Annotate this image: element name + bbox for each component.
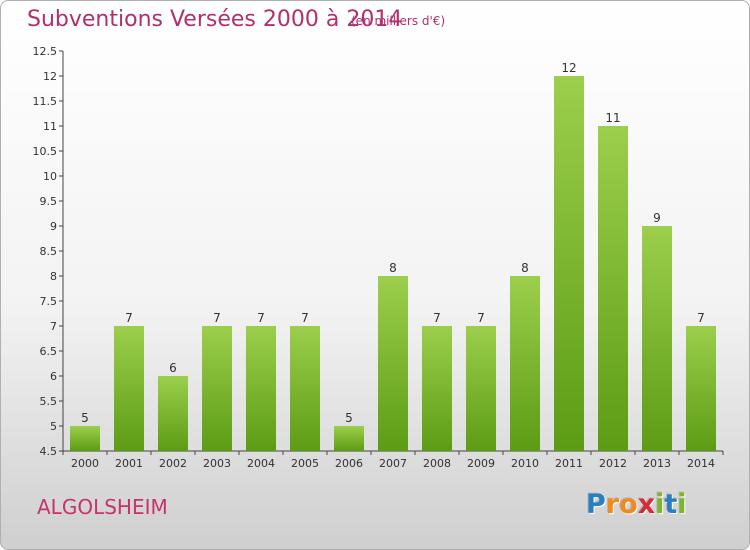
bar — [334, 426, 364, 451]
data-label: 8 — [389, 261, 397, 275]
y-tick-label: 9.5 — [40, 195, 58, 208]
data-label: 7 — [697, 311, 705, 325]
commune-name: ALGOLSHEIM — [37, 495, 168, 519]
chart-subtitle: (en milliers d'€) — [351, 14, 446, 28]
y-tick-label: 11.5 — [33, 95, 58, 108]
y-tick-label: 10.5 — [33, 145, 58, 158]
x-tick-label: 2007 — [379, 457, 407, 470]
logo-letter: i — [677, 489, 687, 520]
x-tick-label: 2005 — [291, 457, 319, 470]
bar — [598, 126, 628, 451]
x-tick-label: 2012 — [599, 457, 627, 470]
bar — [466, 326, 496, 451]
y-tick-label: 6.5 — [40, 345, 58, 358]
x-tick-label: 2001 — [115, 457, 143, 470]
x-tick-label: 2002 — [159, 457, 187, 470]
logo-letter: o — [619, 489, 638, 520]
logo-letter: t — [664, 489, 678, 520]
data-label: 6 — [169, 361, 177, 375]
x-tick-label: 2006 — [335, 457, 363, 470]
bar — [114, 326, 144, 451]
y-tick-label: 7 — [50, 320, 57, 333]
data-label: 7 — [301, 311, 309, 325]
bar — [686, 326, 716, 451]
bar — [554, 76, 584, 451]
x-tick-label: 2003 — [203, 457, 231, 470]
data-label: 7 — [433, 311, 441, 325]
y-tick-label: 7.5 — [40, 295, 58, 308]
x-tick-label: 2010 — [511, 457, 539, 470]
logo-letter: i — [655, 489, 665, 520]
y-tick-label: 10 — [43, 170, 57, 183]
bar — [246, 326, 276, 451]
data-label: 9 — [653, 211, 661, 225]
data-label: 5 — [81, 411, 89, 425]
data-labels: 5 7 6 7 7 7 5 8 7 7 8 12 11 9 7 — [81, 61, 705, 425]
y-tick-label: 8 — [50, 270, 57, 283]
y-tick-label: 8.5 — [40, 245, 58, 258]
logo-letter: x — [637, 489, 656, 520]
y-tick-label: 5 — [50, 420, 57, 433]
y-tick-label: 9 — [50, 220, 57, 233]
proxiti-logo: Proxiti — [586, 489, 687, 520]
data-label: 11 — [605, 111, 620, 125]
data-label: 8 — [521, 261, 529, 275]
bar — [202, 326, 232, 451]
y-tick-label: 6 — [50, 370, 57, 383]
bar — [422, 326, 452, 451]
data-label: 7 — [213, 311, 221, 325]
data-label: 5 — [345, 411, 353, 425]
bar — [642, 226, 672, 451]
y-tick-label: 12 — [43, 70, 57, 83]
y-tick-label: 5.5 — [40, 395, 58, 408]
bar-series — [70, 76, 716, 451]
x-tick-label: 2004 — [247, 457, 275, 470]
x-tick-label: 2009 — [467, 457, 495, 470]
bar — [378, 276, 408, 451]
data-label: 7 — [125, 311, 133, 325]
data-label: 7 — [257, 311, 265, 325]
bar — [70, 426, 100, 451]
chart-axes: 4.5 5 5.5 6 6.5 7 7.5 8 8.5 9 9.5 10 10.5 11 11.5 12 12.… — [33, 45, 724, 470]
logo-letter: P — [586, 489, 606, 520]
data-label: 7 — [477, 311, 485, 325]
x-tick-label: 2011 — [555, 457, 583, 470]
bar — [158, 376, 188, 451]
bar — [510, 276, 540, 451]
y-tick-label: 12.5 — [33, 45, 58, 58]
x-tick-label: 2014 — [687, 457, 715, 470]
chart-title: Subventions Versées 2000 à 2014 — [27, 7, 403, 32]
bar — [290, 326, 320, 451]
logo-letter: r — [605, 489, 620, 520]
x-tick-label: 2013 — [643, 457, 671, 470]
y-tick-label: 4.5 — [40, 445, 58, 458]
data-label: 12 — [561, 61, 576, 75]
y-tick-label: 11 — [43, 120, 57, 133]
x-tick-label: 2008 — [423, 457, 451, 470]
x-tick-label: 2000 — [71, 457, 99, 470]
